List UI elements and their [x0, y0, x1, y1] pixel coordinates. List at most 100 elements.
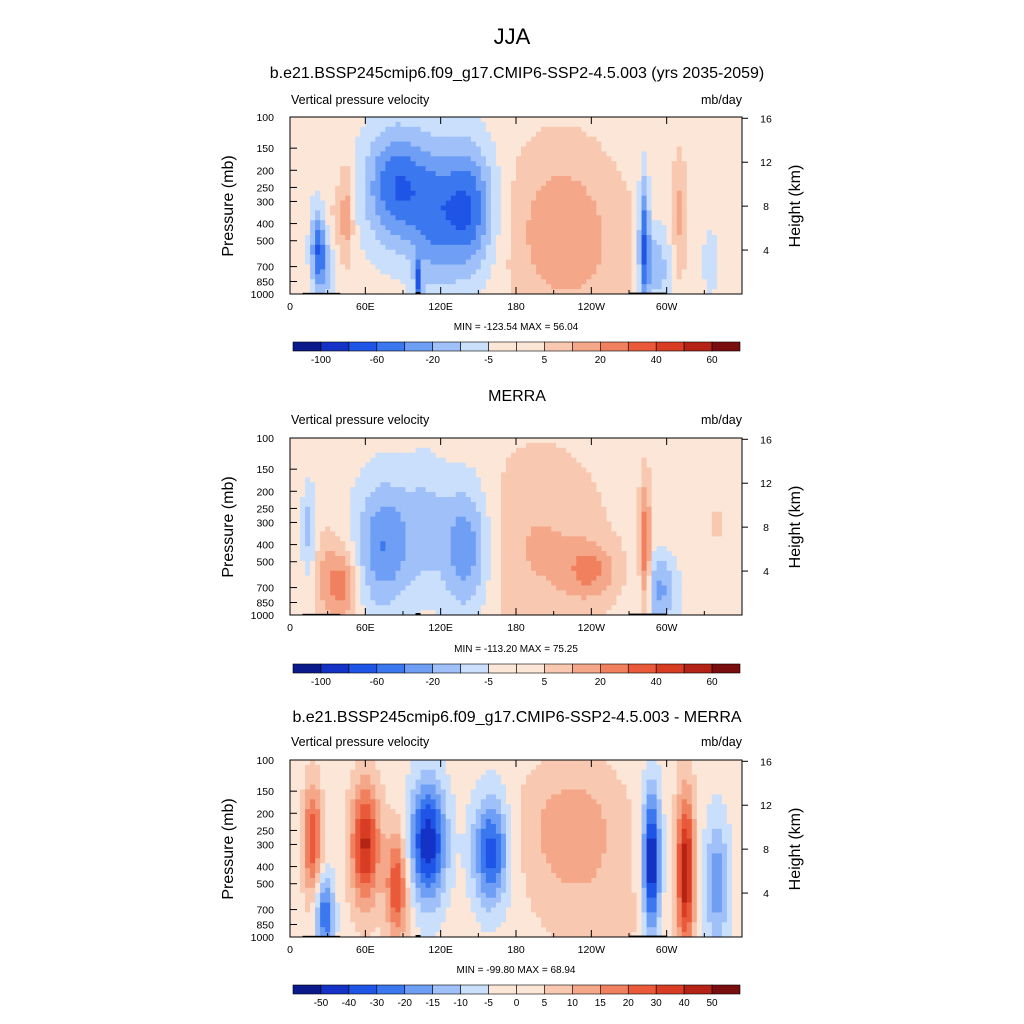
heatmap-cell	[315, 274, 321, 280]
colorbar-box	[432, 341, 461, 352]
heatmap-cell	[671, 126, 678, 133]
heatmap-cell	[370, 146, 376, 152]
heatmap-cell	[295, 205, 301, 211]
heatmap-cell	[726, 166, 733, 172]
heatmap-cell	[505, 215, 512, 221]
heatmap-cell	[405, 156, 411, 162]
heatmap-cell	[541, 180, 547, 187]
heatmap-cell	[365, 176, 371, 182]
heatmap-cell	[425, 121, 432, 128]
heatmap-cell	[591, 146, 597, 152]
heatmap-cell	[646, 487, 652, 493]
heatmap-cell	[626, 516, 632, 522]
heatmap-cell	[480, 477, 487, 483]
heatmap-cell	[350, 438, 356, 444]
heatmap-cell	[385, 284, 391, 290]
heatmap-cell	[551, 235, 557, 241]
heatmap-cell	[546, 467, 552, 473]
heatmap-cell	[726, 511, 733, 518]
heatmap-cell	[465, 200, 472, 206]
heatmap-cell	[360, 239, 366, 246]
heatmap-cell	[350, 274, 356, 280]
heatmap-cell	[521, 264, 527, 270]
heatmap-cell	[355, 284, 361, 290]
heatmap-cell	[706, 230, 713, 236]
heatmap-cell	[335, 482, 341, 488]
heatmap-cell	[455, 279, 462, 285]
heatmap-cell	[596, 516, 602, 522]
heatmap-cell	[380, 141, 386, 147]
heatmap-cell	[300, 166, 306, 172]
heatmap-cell	[420, 195, 426, 201]
heatmap-cell	[395, 215, 401, 221]
heatmap-cell	[721, 156, 728, 162]
heatmap-cell	[310, 526, 316, 532]
heatmap-cell	[656, 195, 663, 201]
heatmap-cell	[390, 501, 396, 508]
heatmap-cell	[320, 215, 326, 221]
heatmap-cell	[546, 220, 552, 226]
heatmap-cell	[495, 185, 502, 192]
heatmap-cell	[541, 230, 547, 236]
heatmap-cell	[606, 235, 612, 241]
heatmap-cell	[425, 210, 432, 216]
heatmap-cell	[561, 210, 567, 216]
heatmap-cell	[696, 156, 703, 162]
heatmap-cell	[345, 180, 351, 187]
heatmap-cell	[626, 506, 632, 513]
heatmap-cell	[430, 264, 437, 270]
heatmap-cell	[290, 472, 296, 478]
heatmap-cell	[375, 161, 381, 167]
heatmap-cell	[666, 220, 673, 226]
heatmap-cell	[691, 121, 698, 128]
heatmap-cell	[726, 259, 733, 265]
heatmap-cell	[435, 472, 442, 478]
heatmap-cell	[681, 259, 688, 265]
heatmap-cell	[536, 151, 542, 157]
heatmap-cell	[611, 131, 617, 138]
heatmap-cell	[420, 171, 426, 177]
heatmap-cell	[395, 438, 401, 444]
heatmap-cell	[395, 274, 401, 280]
heatmap-cell	[591, 264, 597, 270]
heatmap-cell	[345, 210, 351, 216]
heatmap-cell	[455, 487, 462, 493]
heatmap-cell	[691, 254, 698, 260]
heatmap-cell	[495, 235, 502, 241]
heatmap-cell	[646, 506, 652, 513]
heatmap-cell	[581, 141, 587, 147]
heatmap-cell	[485, 230, 492, 236]
heatmap-cell	[300, 254, 306, 260]
heatmap-cell	[686, 185, 693, 192]
heatmap-cell	[310, 215, 316, 221]
heatmap-cell	[661, 516, 668, 522]
heatmap-cell	[606, 230, 612, 236]
heatmap-cell	[310, 501, 316, 508]
heatmap-cell	[480, 442, 487, 449]
heatmap-cell	[445, 215, 452, 221]
heatmap-cell	[521, 521, 527, 527]
heatmap-cell	[666, 156, 673, 162]
heatmap-cell	[320, 249, 326, 256]
heatmap-cell	[586, 244, 592, 251]
heatmap-cell	[701, 239, 708, 246]
heatmap-cell	[370, 131, 376, 138]
heatmap-cell	[390, 230, 396, 236]
heatmap-cell	[626, 462, 632, 468]
heatmap-cell	[646, 220, 652, 226]
heatmap-cell	[445, 492, 452, 498]
heatmap-cell	[541, 259, 547, 265]
heatmap-cell	[460, 457, 467, 463]
heatmap-cell	[556, 161, 562, 167]
heatmap-cell	[726, 452, 733, 459]
heatmap-cell	[505, 487, 512, 493]
heatmap-cell	[586, 477, 592, 483]
heatmap-cell	[370, 284, 376, 290]
heatmap-cell	[676, 447, 683, 454]
heatmap-cell	[490, 161, 497, 167]
heatmap-cell	[706, 166, 713, 172]
heatmap-cell	[611, 254, 617, 260]
heatmap-cell	[385, 482, 391, 488]
x-tick-label: 180	[507, 301, 525, 313]
heatmap-cell	[626, 511, 632, 518]
